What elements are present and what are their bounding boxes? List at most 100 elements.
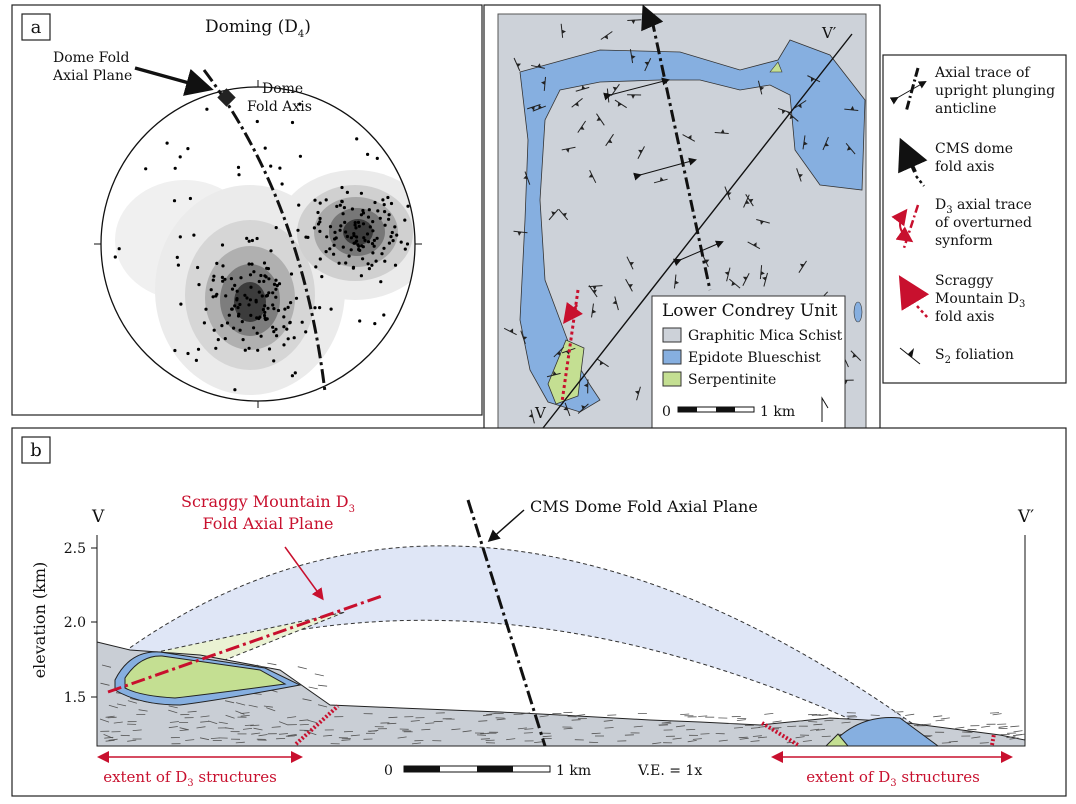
legend-label: Graphitic Mica Schist — [688, 328, 843, 344]
pole-dot — [238, 303, 241, 306]
page: { "panel_a": { "label": "a", "title": ["… — [0, 0, 1076, 800]
pole-dot — [274, 296, 277, 299]
pole-dot — [366, 232, 369, 235]
scale-bar — [678, 407, 697, 412]
annotation: Dome Fold — [53, 50, 130, 66]
pole-dot — [367, 240, 370, 243]
scale-bar — [404, 766, 440, 772]
pole-dot — [403, 219, 406, 222]
pole-dot — [388, 213, 391, 216]
legend-label: Serpentinite — [688, 372, 776, 388]
blueschist-unit — [854, 302, 862, 322]
extent-text: structures — [897, 768, 980, 786]
y-tick-label: 1.5 — [64, 690, 86, 706]
pole-dot — [369, 225, 372, 228]
pole-dot — [289, 301, 292, 304]
pole-dot — [260, 335, 263, 338]
pole-dot — [249, 314, 252, 317]
key-text: foliation — [951, 347, 1014, 363]
pole-dot — [373, 239, 376, 242]
pole-dot — [243, 294, 246, 297]
pole-dot — [325, 198, 328, 201]
pole-dot — [196, 266, 199, 269]
pole-dot — [360, 274, 363, 277]
pole-dot — [259, 274, 262, 277]
key-text: S — [935, 347, 945, 363]
pole-dot — [294, 371, 297, 374]
key-label: anticline — [935, 101, 997, 117]
pole-dot — [267, 277, 270, 280]
pole-dot — [249, 273, 252, 276]
foliation-dash — [822, 736, 831, 737]
pole-dot — [332, 253, 335, 256]
pole-dot — [262, 308, 265, 311]
pole-dot — [304, 330, 307, 333]
pole-dot — [329, 225, 332, 228]
pole-dot — [346, 235, 349, 238]
pole-dot — [118, 247, 121, 250]
pole-dot — [274, 328, 277, 331]
panel-label: a — [31, 17, 42, 38]
pole-dot — [268, 347, 271, 350]
pole-dot — [204, 308, 207, 311]
pole-dot — [248, 240, 251, 243]
pole-dot — [283, 308, 286, 311]
pole-dot — [313, 226, 316, 229]
annotation: Dome — [262, 81, 303, 97]
pole-dot — [380, 252, 383, 255]
pole-dot — [247, 303, 250, 306]
pole-dot — [295, 297, 298, 300]
pole-dot — [186, 352, 189, 355]
pole-dot — [114, 255, 117, 258]
foliation-dash — [572, 720, 581, 721]
pole-dot — [173, 349, 176, 352]
pole-dot — [379, 217, 382, 220]
pole-dot — [297, 204, 300, 207]
pole-dot — [387, 218, 390, 221]
key-label: fold axis — [935, 309, 994, 325]
pole-dot — [383, 260, 386, 263]
pole-dot — [221, 276, 224, 279]
pole-dot — [275, 226, 278, 229]
pole-dot — [384, 224, 387, 227]
pole-dot — [263, 261, 266, 264]
pole-dot — [252, 270, 255, 273]
pole-dot — [393, 225, 396, 228]
pole-dot — [320, 275, 323, 278]
pole-dot — [358, 225, 361, 228]
pole-dot — [256, 332, 259, 335]
pole-dot — [233, 284, 236, 287]
pole-dot — [383, 210, 386, 213]
pole-dot — [258, 280, 261, 283]
foliation-dash — [387, 723, 396, 724]
pole-dot — [220, 324, 223, 327]
pole-dot — [256, 237, 259, 240]
pole-dot — [338, 262, 341, 265]
annotation: Fold Axial Plane — [203, 514, 334, 533]
pole-dot — [144, 167, 147, 170]
y-tick-label: 2.5 — [64, 541, 86, 557]
pole-dot — [221, 264, 224, 267]
pole-dot — [335, 205, 338, 208]
pole-dot — [264, 147, 267, 150]
pole-dot — [367, 216, 370, 219]
extent-text: extent of D — [806, 768, 890, 786]
y-tick-label: 2.0 — [64, 615, 86, 631]
pole-dot — [373, 322, 376, 325]
pole-dot — [388, 242, 391, 245]
pole-dot — [330, 308, 333, 311]
scale-label: 1 km — [760, 404, 795, 420]
pole-dot — [217, 338, 220, 341]
pole-dot — [373, 245, 376, 248]
pole-dot — [166, 142, 169, 145]
pole-dot — [389, 235, 392, 238]
pole-dot — [383, 203, 386, 206]
pole-dot — [273, 283, 276, 286]
pole-dot — [404, 248, 407, 251]
pole-dot — [325, 250, 328, 253]
pole-dot — [272, 307, 275, 310]
scale-label: 1 km — [556, 763, 591, 779]
figure: a Doming (D4) Dome Fold Axial Plane Dome… — [0, 0, 1076, 800]
pole-dot — [361, 257, 364, 260]
key-label: Scraggy — [935, 273, 993, 289]
